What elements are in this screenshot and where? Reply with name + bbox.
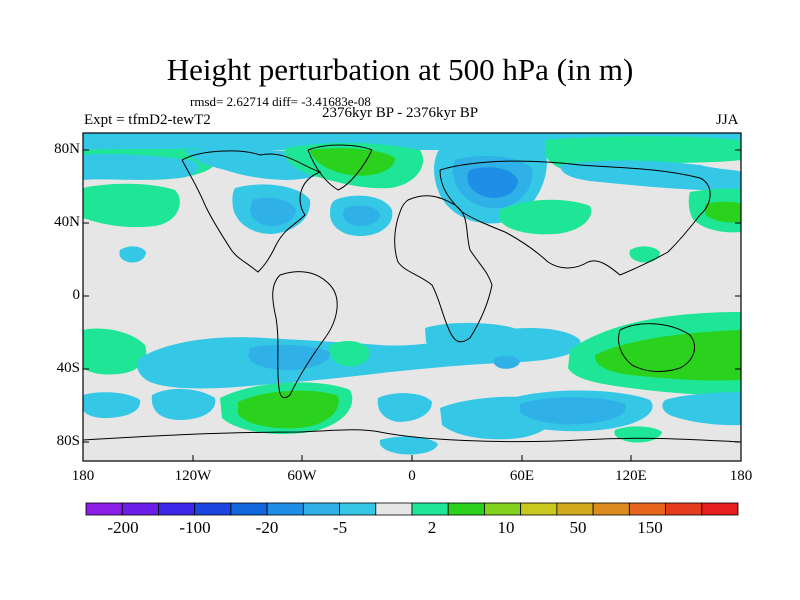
colorbar-box (701, 502, 739, 516)
x-tick-label: 60E (509, 468, 535, 484)
x-tick-label: 180 (729, 468, 753, 484)
map-field (83, 133, 741, 461)
x-tick-label: 0 (408, 468, 416, 484)
contour-region (329, 340, 370, 367)
contour-region (560, 160, 741, 191)
contour-region (500, 199, 592, 235)
x-tick-label: 120E (615, 468, 647, 484)
experiment-label: Expt = tfmD2-tewT2 (84, 112, 211, 128)
contour-region (238, 390, 339, 429)
x-tick-label: 180 (71, 468, 95, 484)
colorbar-label: 50 (569, 518, 587, 537)
x-tick-label: 60W (287, 468, 317, 484)
colorbar-box (375, 502, 413, 516)
colorbar-box (592, 502, 630, 516)
contour-region (629, 246, 660, 263)
colorbar-label: 150 (637, 518, 663, 537)
stats-label: rmsd= 2.62714 diff= -3.41683e-08 (190, 94, 371, 109)
contour-region (83, 153, 199, 180)
colorbar-box (266, 502, 304, 516)
y-tick-label: 40N (54, 214, 80, 230)
colorbar-box (158, 502, 196, 516)
colorbar-box (628, 502, 666, 516)
colorbar-label: -200 (107, 518, 139, 537)
contour-region (248, 344, 331, 370)
contour-region (705, 201, 741, 223)
plot-title: Height perturbation at 500 hPa (in m) (166, 52, 634, 87)
colorbar-label: 10 (497, 518, 515, 537)
contour-region (520, 397, 626, 425)
contour-region (83, 183, 180, 228)
y-tick-label: 80N (54, 141, 80, 157)
y-tick-label: 80S (56, 433, 80, 449)
colorbar-box (520, 502, 558, 516)
colorbar-box (484, 502, 522, 516)
colorbar-box (339, 502, 377, 516)
colorbar-box (411, 502, 449, 516)
contour-region (379, 436, 438, 455)
y-tick-label: 40S (56, 360, 80, 376)
season-label: JJA (716, 112, 739, 128)
colorbar-box (121, 502, 159, 516)
contour-region (493, 355, 520, 369)
contour-region (343, 205, 380, 226)
contour-region (119, 246, 146, 263)
contour-region (83, 328, 147, 375)
colorbar-box (447, 502, 485, 516)
contour-region (467, 167, 518, 198)
axis-ticks (82, 149, 742, 461)
coastlines (83, 144, 741, 443)
colorbar-box (194, 502, 232, 516)
contour-region (151, 388, 216, 420)
colorbar-label: -100 (179, 518, 211, 537)
contour-region (594, 330, 741, 381)
colorbar-label: -20 (255, 518, 279, 537)
colorbar-label: 2 (427, 518, 437, 537)
y-tick-label: 0 (72, 287, 81, 303)
colorbar-label: -5 (332, 518, 348, 537)
x-tick-label: 120W (174, 468, 212, 484)
contour-region (377, 393, 432, 422)
colorbar-box (302, 502, 340, 516)
colorbar-box (556, 502, 594, 516)
contour-region (83, 392, 141, 418)
colorbar-box (665, 502, 703, 516)
contour-region (310, 148, 395, 176)
colorbar-box (230, 502, 268, 516)
contour-region (662, 392, 741, 426)
colorbar-box (85, 502, 123, 516)
contour-region (250, 197, 296, 226)
period-label: 2376kyr BP - 2376kyr BP (322, 105, 479, 121)
